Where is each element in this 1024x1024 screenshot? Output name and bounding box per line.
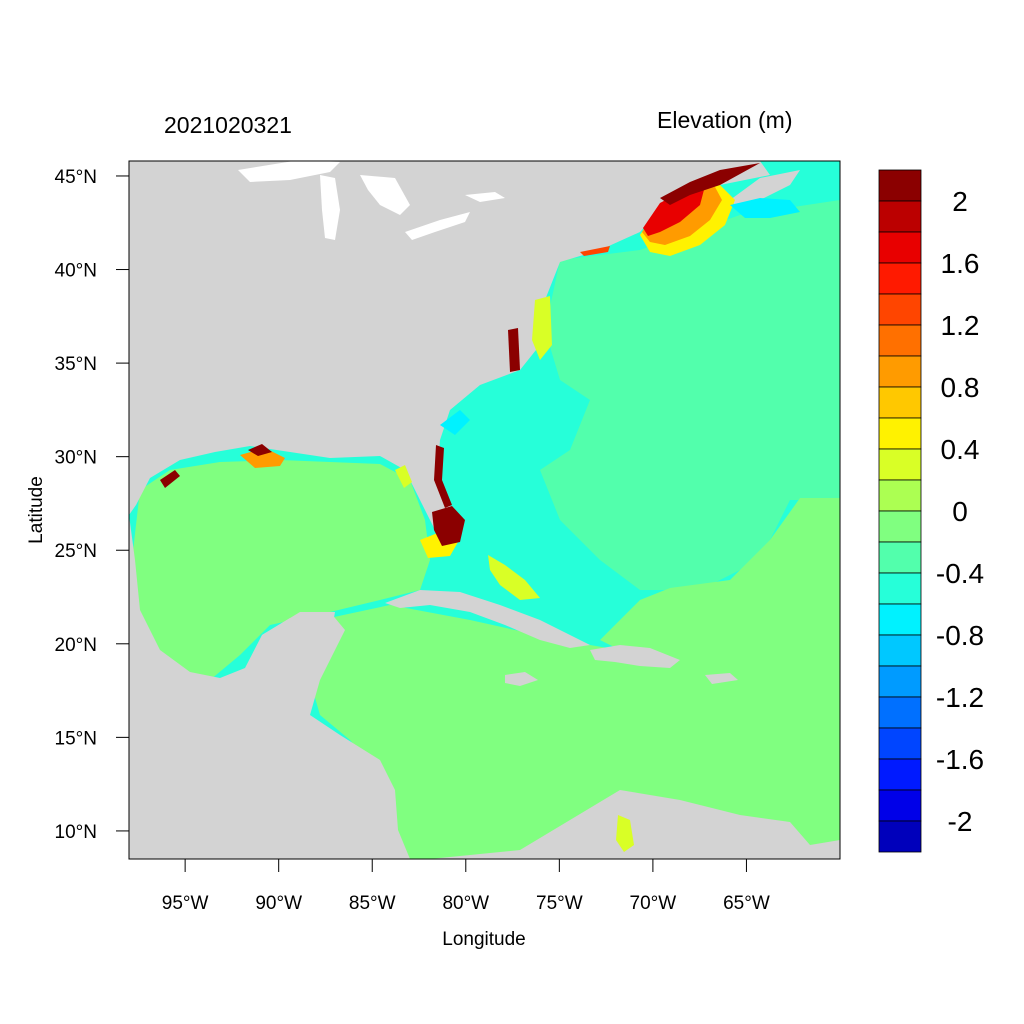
x-tick-label: 95°W	[162, 893, 209, 914]
nova-scotia-nearshore-field	[730, 198, 800, 218]
colorbar-label: -0.4	[936, 558, 984, 589]
colorbar-swatch	[878, 324, 922, 357]
colorbar-swatch	[878, 262, 922, 295]
lake-michigan	[320, 175, 340, 240]
colorbar-swatch	[878, 355, 922, 388]
colorbar-swatch	[878, 727, 922, 760]
y-tick-label: 20°N	[55, 635, 97, 656]
atlantic-shelf-field	[540, 200, 840, 590]
y-axis: 45°N 40°N 35°N 30°N 25°N 20°N 15°N 10°N	[55, 167, 129, 843]
x-axis-title: Longitude	[442, 929, 525, 950]
y-tick-label: 40°N	[55, 261, 97, 282]
georgia-nearshore-field	[440, 410, 470, 435]
colorbar-swatch	[878, 696, 922, 729]
long-island-surge	[580, 246, 610, 256]
gulf-of-maine-surge	[643, 186, 705, 236]
y-tick-label: 30°N	[55, 448, 97, 469]
cuba-land	[385, 590, 590, 648]
colorbar-label: 0.4	[941, 434, 980, 465]
colorbar-label: -1.6	[936, 744, 984, 775]
colorbar-label: -1.2	[936, 682, 984, 713]
bahamas-surge	[488, 555, 540, 600]
colorbar-swatch	[878, 541, 922, 574]
yucatan-land	[262, 612, 335, 650]
x-tick-label: 85°W	[349, 893, 396, 914]
colorbar-swatch	[878, 789, 922, 822]
southeast-coast-surge	[434, 445, 452, 508]
carolina-coast-surge	[508, 328, 520, 372]
y-tick-label: 10°N	[55, 822, 97, 843]
x-tick-label: 90°W	[255, 893, 302, 914]
colorbar-swatch	[878, 572, 922, 605]
map-frame	[128, 160, 841, 860]
colorbar-swatch	[878, 510, 922, 543]
lake-huron	[360, 175, 410, 215]
x-tick-label: 75°W	[536, 893, 583, 914]
x-axis: 95°W 90°W 85°W 80°W 75°W 70°W 65°W	[162, 859, 770, 914]
colorbar-swatch	[878, 820, 922, 853]
mexico-central-america-land	[129, 515, 410, 859]
jamaica-land	[505, 672, 538, 686]
colorbar-swatch	[878, 448, 922, 481]
colorbar-label: -2	[948, 806, 973, 837]
colorbar-label: 1.2	[941, 310, 980, 341]
gulf-of-maine-surge	[660, 163, 760, 205]
colorbar-swatch	[878, 231, 922, 264]
chesapeake-surge	[532, 296, 552, 360]
y-tick-label: 35°N	[55, 354, 97, 375]
colorbar-swatch	[878, 293, 922, 326]
colorbar-label: -0.8	[936, 620, 984, 651]
lake-erie	[405, 212, 470, 240]
louisiana-surge	[248, 444, 272, 456]
colorbar-swatch	[878, 200, 922, 233]
caribbean-sea-field	[310, 605, 840, 859]
colorbar-swatch	[878, 758, 922, 791]
colorbar-swatch	[878, 634, 922, 667]
puerto-rico-land	[705, 673, 738, 684]
x-tick-label: 80°W	[442, 893, 489, 914]
gulf-of-mexico-field	[132, 460, 430, 680]
lake-ontario	[465, 192, 505, 202]
nova-scotia-land	[730, 170, 800, 210]
hispaniola-land	[590, 645, 680, 668]
colorbar-label: 0.8	[941, 372, 980, 403]
texas-coast-surge	[160, 470, 180, 488]
south-florida-surge	[432, 506, 465, 546]
x-tick-label: 65°W	[723, 893, 770, 914]
y-tick-label: 15°N	[55, 728, 97, 749]
variable-title: Elevation (m)	[657, 107, 793, 133]
y-tick-label: 25°N	[55, 541, 97, 562]
louisiana-surge	[240, 448, 285, 468]
colorbar-swatch	[878, 665, 922, 698]
colorbar-label: 2	[952, 186, 968, 217]
x-tick-label: 70°W	[630, 893, 677, 914]
colorbar-swatch	[878, 169, 922, 202]
lake-superior	[238, 161, 340, 182]
colorbar-swatch	[878, 386, 922, 419]
timestamp-label: 2021020321	[164, 112, 292, 138]
map-panel	[129, 161, 840, 859]
y-tick-label: 45°N	[55, 167, 97, 188]
maracaibo-surge	[616, 815, 634, 852]
florida-west-coast-surge	[395, 465, 412, 488]
colorbar: 2 1.6 1.2 0.8 0.4 0 -0.4 -0.8 -1.2 -1.6 -2	[878, 169, 984, 853]
north-america-land	[129, 161, 770, 540]
colorbar-swatch	[878, 603, 922, 636]
y-axis-title: Latitude	[26, 476, 47, 544]
atlantic-east-field	[600, 498, 840, 700]
colorbar-swatch	[878, 417, 922, 450]
colorbar-swatch	[878, 479, 922, 512]
colorbar-label: 0	[952, 496, 968, 527]
colorbar-label: 1.6	[941, 248, 980, 279]
south-america-land	[430, 790, 840, 859]
